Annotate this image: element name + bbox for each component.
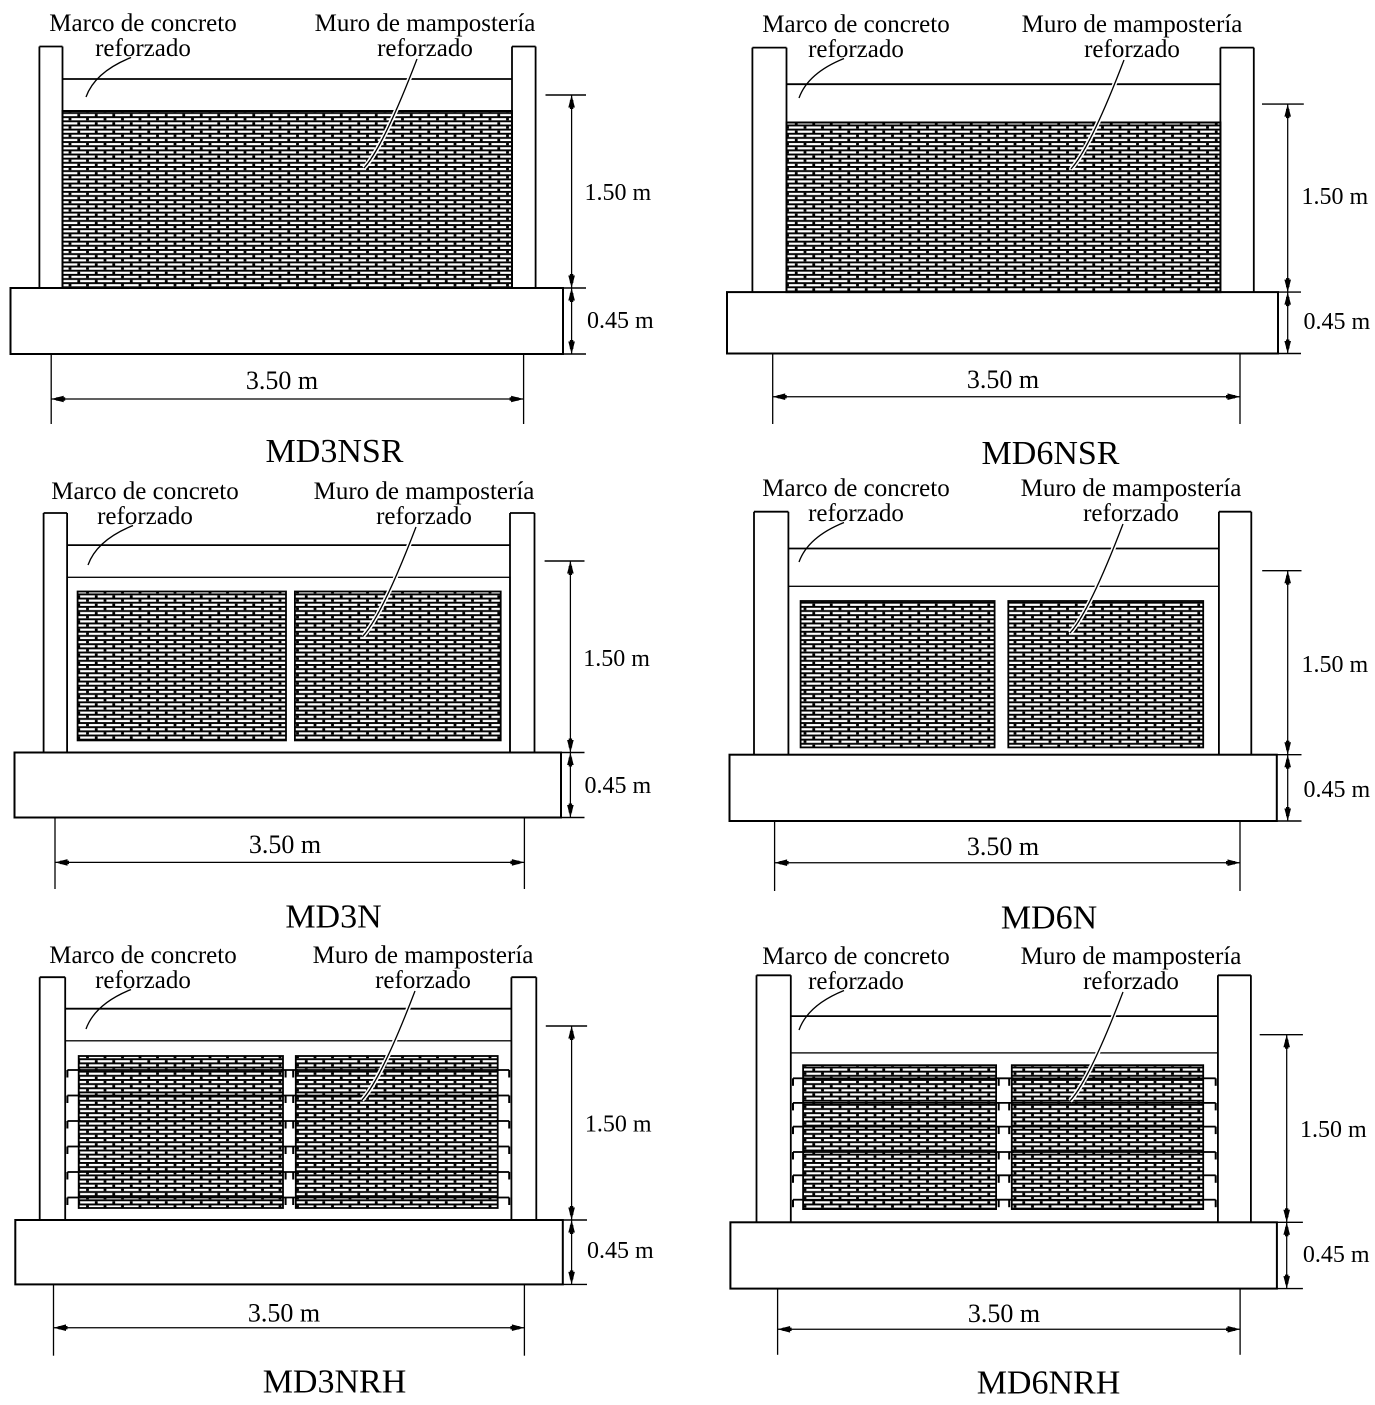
svg-text:reforzado: reforzado [95, 35, 191, 62]
svg-text:Muro de mampostería: Muro de mampostería [315, 10, 536, 37]
svg-text:reforzado: reforzado [808, 500, 904, 527]
svg-text:3.50 m: 3.50 m [967, 365, 1039, 394]
svg-text:Marco de concreto: Marco de concreto [762, 475, 949, 502]
svg-text:1.50 m: 1.50 m [583, 646, 650, 672]
svg-text:MD6N: MD6N [1001, 900, 1097, 937]
svg-text:reforzado: reforzado [1083, 500, 1179, 527]
svg-text:0.45 m: 0.45 m [1303, 1242, 1370, 1268]
svg-text:0.45 m: 0.45 m [1304, 309, 1371, 335]
svg-text:Marco de concreto: Marco de concreto [49, 10, 236, 37]
svg-text:Muro de mampostería: Muro de mampostería [314, 478, 535, 505]
svg-text:0.45 m: 0.45 m [587, 308, 654, 334]
svg-text:0.45 m: 0.45 m [587, 1238, 654, 1264]
svg-text:0.45 m: 0.45 m [585, 773, 652, 799]
svg-text:Marco de concreto: Marco de concreto [49, 942, 236, 969]
svg-text:Marco de concreto: Marco de concreto [51, 478, 238, 505]
svg-text:reforzado: reforzado [808, 36, 904, 63]
svg-text:3.50 m: 3.50 m [248, 1299, 320, 1328]
svg-text:Muro de mampostería: Muro de mampostería [1021, 475, 1242, 502]
svg-text:MD6NRH: MD6NRH [977, 1365, 1121, 1402]
svg-text:3.50 m: 3.50 m [246, 366, 318, 395]
svg-text:reforzado: reforzado [1083, 968, 1179, 995]
svg-text:0.45 m: 0.45 m [1304, 777, 1371, 803]
svg-text:3.50 m: 3.50 m [249, 830, 321, 859]
svg-text:1.50 m: 1.50 m [585, 180, 652, 206]
svg-text:1.50 m: 1.50 m [1300, 1117, 1367, 1143]
svg-text:1.50 m: 1.50 m [1302, 652, 1369, 678]
svg-text:3.50 m: 3.50 m [968, 1299, 1040, 1328]
svg-text:MD6NSR: MD6NSR [982, 435, 1120, 472]
svg-text:Muro de mampostería: Muro de mampostería [1022, 11, 1243, 38]
svg-text:MD3N: MD3N [285, 899, 381, 936]
svg-text:MD3NSR: MD3NSR [266, 433, 404, 470]
svg-text:3.50 m: 3.50 m [967, 832, 1039, 861]
svg-text:reforzado: reforzado [375, 967, 471, 994]
svg-text:MD3NRH: MD3NRH [263, 1364, 407, 1401]
svg-text:reforzado: reforzado [377, 35, 473, 62]
svg-text:1.50 m: 1.50 m [1302, 184, 1369, 210]
svg-text:1.50 m: 1.50 m [585, 1112, 652, 1138]
svg-text:reforzado: reforzado [808, 968, 904, 995]
svg-text:Marco de concreto: Marco de concreto [762, 943, 949, 970]
svg-text:Muro de mampostería: Muro de mampostería [1021, 943, 1242, 970]
svg-text:reforzado: reforzado [95, 967, 191, 994]
svg-text:Marco de concreto: Marco de concreto [762, 11, 949, 38]
svg-text:reforzado: reforzado [1084, 36, 1180, 63]
svg-text:reforzado: reforzado [376, 503, 472, 530]
svg-text:reforzado: reforzado [97, 503, 193, 530]
svg-text:Muro de mampostería: Muro de mampostería [313, 942, 534, 969]
